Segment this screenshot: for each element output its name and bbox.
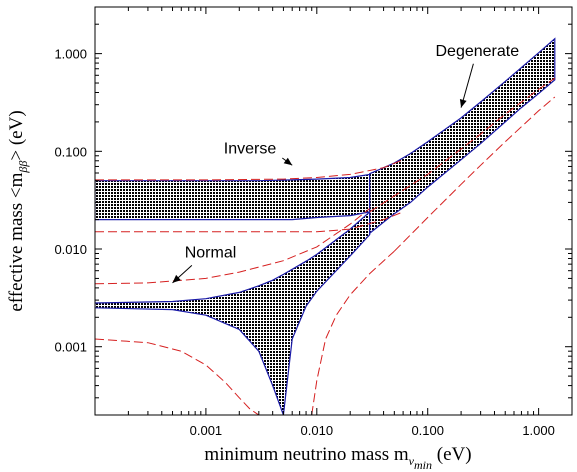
x-tick-label: 0.100	[411, 423, 444, 438]
dashed-normal-lower-line	[95, 338, 260, 415]
dashed-normal-upper-line	[95, 208, 371, 285]
band-degenerate	[369, 37, 556, 235]
x-axis-title: minimum neutrino mass mνmin (eV)	[204, 444, 471, 472]
x-axis: 0.001 0.010 0.100 1.000	[94, 7, 573, 438]
annotation-arrowhead	[172, 274, 181, 283]
dashed-degenerate-upper-line	[369, 77, 556, 213]
x-tick-label: 0.010	[301, 423, 334, 438]
annotation-arrowhead	[459, 99, 467, 108]
y-tick-label: 0.001	[54, 340, 87, 355]
dashed-inverse-upper-line	[95, 159, 404, 181]
annotations: Degenerate Inverse Normal	[172, 43, 519, 284]
annotation-label: Degenerate	[435, 43, 519, 60]
band-normal	[95, 210, 371, 415]
dashed-lines	[95, 77, 556, 415]
dashed-degenerate-lower-line	[393, 96, 556, 252]
y-tick-label: 1.000	[54, 47, 87, 62]
x-tick-label: 1.000	[522, 423, 555, 438]
dashed-normal-lower-right-line	[311, 250, 395, 415]
annotation-label: Inverse	[224, 140, 277, 157]
y-tick-label: 0.100	[54, 144, 87, 159]
x-tick-label: 0.001	[190, 423, 223, 438]
y-tick-label: 0.010	[54, 242, 87, 257]
annotation-label: Normal	[185, 244, 237, 261]
band-inverse	[95, 173, 371, 221]
y-axis-title: effective mass <mββ> (eV)	[6, 110, 30, 311]
plot-frame	[94, 6, 573, 416]
dashed-inverse-lower-line	[95, 211, 404, 233]
y-axis: 0.001 0.010 0.100 1.000	[54, 6, 572, 416]
annotation-arrowhead	[283, 157, 293, 166]
bands	[95, 37, 556, 415]
